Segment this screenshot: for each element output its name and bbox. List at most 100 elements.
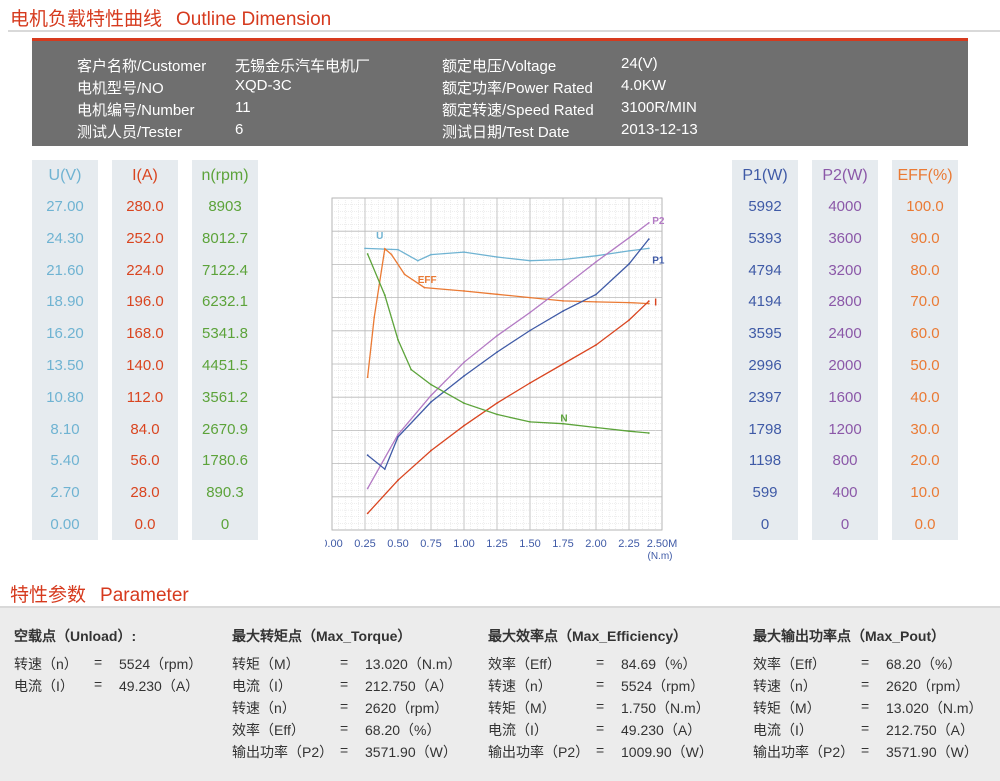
scale-value: 84.0 (130, 420, 160, 438)
parameter-group-title: 空载点（Unload）: (14, 628, 137, 644)
motor-info-panel: 客户名称/Customer 无锡金乐汽车电机厂 额定电压/Voltage 24(… (32, 38, 968, 146)
scale-value: 20.0 (910, 452, 940, 470)
series-label-p2: P2 (652, 216, 665, 227)
parameter-value: 1.750（N.m） (621, 700, 710, 716)
scale-column-i: I(A) 280.0 252.0 224.0 196.0 168.0 140.0 112.0 8… (112, 160, 178, 540)
parameter-label: 转速（n） (488, 678, 552, 694)
scale-value: 280.0 (126, 198, 164, 215)
parameter-divider (0, 606, 1000, 608)
info-value: XQD-3C (235, 77, 292, 94)
series-point-i (529, 382, 531, 384)
scale-value: 196.0 (126, 293, 164, 311)
scale-value: 4000 (828, 198, 862, 215)
parameter-equals: = (596, 676, 605, 692)
series-point-n (647, 432, 650, 434)
scale-value: 8012.7 (202, 229, 248, 247)
scale-value: 16.20 (46, 325, 84, 343)
series-point-eff (390, 253, 393, 256)
scale-header: I(A) (132, 167, 158, 184)
series-label-u: U (376, 231, 383, 242)
parameter-group-title: 最大输出功率点（Max_Pout） (753, 628, 946, 644)
scale-value: 80.0 (910, 261, 940, 279)
parameter-equals: = (861, 720, 870, 736)
scale-value: 7122.4 (202, 261, 248, 279)
scale-value: 90.0 (910, 229, 940, 247)
scale-value: 18.90 (46, 293, 84, 311)
x-tick-label: 1.50 (519, 538, 540, 550)
parameter-label: 效率（Eff） (232, 722, 305, 738)
info-value: 24(V) (621, 55, 658, 72)
series-point-n (430, 383, 432, 386)
series-point-p2 (595, 261, 597, 263)
series-point-i (496, 402, 498, 405)
scale-value: 5341.8 (202, 325, 248, 343)
scale-value: 50.0 (910, 357, 940, 374)
parameter-equals: = (861, 698, 870, 714)
series-label-i: I (654, 297, 657, 308)
series-point-eff (463, 290, 465, 292)
parameter-value: 13.020（N.m） (365, 656, 462, 672)
series-point-i (628, 319, 630, 322)
parameter-equals: = (596, 720, 605, 736)
x-tick-label: 0.00 (325, 538, 343, 550)
series-point-p1 (366, 454, 369, 457)
series-point-p2 (496, 334, 498, 337)
parameter-value: 2620（rpm） (886, 678, 970, 694)
series-point-n (397, 338, 399, 341)
info-row: 电机型号/NO XQD-3C 额定功率/Power Rated 4.0KW (32, 77, 968, 99)
parameter-group-title: 最大效率点（Max_Efficiency） (488, 628, 688, 644)
series-point-i (562, 363, 564, 365)
page-title: 电机负载特性曲线 Outline Dimension (10, 4, 331, 31)
parameter-equals: = (861, 676, 870, 692)
parameter-equals: = (340, 720, 349, 736)
series-point-n (595, 426, 597, 429)
scale-value: 8.10 (50, 420, 80, 438)
parameter-value: 84.69（%） (621, 656, 697, 672)
scale-value: 1798 (748, 420, 782, 438)
series-point-p2 (562, 286, 564, 289)
parameter-equals: = (861, 654, 870, 670)
parameter-value: 212.750（A） (886, 722, 974, 738)
scale-value: 2800 (828, 293, 862, 311)
series-point-u (562, 258, 564, 261)
parameter-title: 特性参数 Parameter (10, 580, 189, 607)
scale-value: 5393 (748, 229, 782, 247)
parameter-value: 49.230（A） (119, 678, 200, 694)
info-label: 电机编号/Number (77, 102, 195, 119)
series-point-i (397, 479, 399, 482)
series-point-i (463, 424, 465, 427)
series-point-i (595, 344, 597, 346)
page-title-en: Outline Dimension (176, 9, 332, 30)
series-point-eff (595, 301, 597, 303)
parameter-title-cn: 特性参数 (10, 585, 87, 606)
info-value: 2013-12-13 (621, 121, 698, 138)
series-line-n (367, 253, 649, 434)
series-label-p1: P1 (652, 255, 665, 266)
series-point-p1 (628, 263, 630, 265)
info-value: 11 (235, 99, 251, 116)
scale-value: 10.0 (910, 484, 940, 502)
parameter-group-title: 最大转矩点（Max_Torque） (232, 628, 412, 644)
info-row: 客户名称/Customer 无锡金乐汽车电机厂 额定电压/Voltage 24(… (32, 55, 968, 77)
x-tick-label: 0.50 (387, 538, 408, 550)
parameter-label: 转速（n） (14, 656, 78, 672)
series-point-p1 (463, 375, 465, 377)
parameter-label: 转速（n） (753, 678, 817, 694)
scale-value: 224.0 (126, 261, 164, 279)
scale-column-u: U(V) 27.00 24.30 21.60 18.90 16.20 13.50 10.80 8… (32, 160, 98, 540)
series-point-p2 (430, 394, 432, 397)
scale-value: 800 (832, 452, 858, 470)
parameter-equals: = (596, 654, 605, 670)
x-tick-label: 0.75 (420, 538, 441, 550)
info-value: 6 (235, 121, 244, 138)
scale-value: 2670.9 (202, 420, 248, 438)
series-point-eff (529, 296, 531, 299)
scale-column-n: n(rpm) 8903 8012.7 7122.4 6232.1 5341.8 4451.5… (192, 160, 258, 540)
series-point-eff (403, 273, 406, 276)
series-point-p1 (647, 238, 650, 241)
series-point-p1 (430, 401, 432, 403)
scale-value: 4194 (748, 293, 782, 311)
scale-value: 30.0 (910, 420, 940, 438)
scale-header: P1(W) (742, 167, 788, 184)
scale-header: EFF(%) (897, 167, 953, 184)
